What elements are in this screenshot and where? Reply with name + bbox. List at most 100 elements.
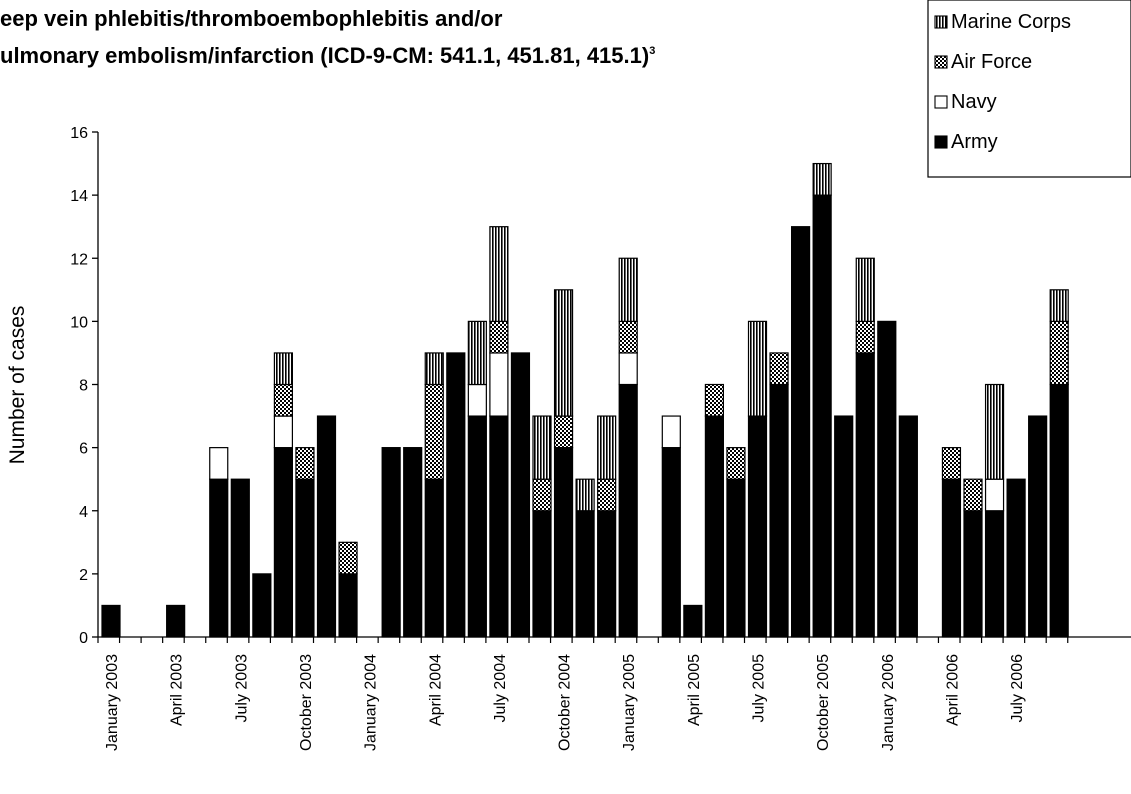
bar-segment-army-2003-04 (166, 604, 186, 638)
bar-segment-air-force-2004-07 (489, 320, 509, 354)
x-tick-label: July 2004 (492, 654, 509, 723)
bar-segment-army-2005-12 (855, 352, 875, 638)
bar-segment-air-force-2005-12 (855, 320, 875, 354)
bar-segment-army-2003-07 (230, 478, 250, 638)
bar-segment-army-2003-11 (316, 415, 337, 638)
x-tick-label: January 2006 (880, 654, 897, 751)
x-tick-label: April 2005 (686, 654, 703, 726)
bar-segment-air-force-2006-05 (963, 478, 983, 512)
y-tick-label: 0 (79, 630, 88, 647)
bar-segment-army-2004-09 (532, 510, 552, 638)
bar-segment-marine-corps-2004-10 (553, 289, 574, 417)
bar-segment-army-2005-11 (834, 415, 854, 638)
bar-segment-air-force-2004-12 (597, 478, 617, 512)
bar-segment-army-2003-08 (252, 573, 272, 638)
y-tick-label: 6 (79, 441, 88, 458)
bar-segment-marine-corps-2004-09 (532, 415, 552, 480)
chart-title: eep vein phlebitis/thromboembophlebitis … (0, 2, 900, 72)
legend-label-air-force: Air Force (951, 51, 1032, 73)
bar-segment-army-2006-06 (984, 510, 1005, 638)
bar-segment-air-force-2004-09 (532, 478, 552, 512)
x-tick-label: October 2005 (815, 654, 832, 751)
bar-segment-army-2004-04 (424, 478, 444, 638)
y-tick-label: 4 (79, 504, 88, 521)
chart-title-superscript: 3 (649, 45, 656, 57)
bar-segment-marine-corps-2005-07 (747, 320, 768, 417)
bar-segment-army-2006-08 (1028, 415, 1048, 638)
x-tick-label: April 2006 (945, 654, 962, 726)
chart-title-line-2: ulmonary embolism/infarction (ICD-9-CM: … (0, 35, 900, 72)
y-tick-label: 14 (70, 188, 88, 205)
bar-segment-air-force-2004-04 (424, 383, 444, 480)
bar-segment-marine-corps-2005-01 (618, 257, 638, 322)
x-tick-label: July 2006 (1009, 654, 1026, 723)
x-tick-label: July 2003 (233, 654, 250, 723)
bar-segment-marine-corps-2004-04 (424, 352, 444, 386)
bar-segment-army-2003-01 (101, 604, 121, 638)
y-tick-label: 12 (70, 251, 88, 268)
bar-segment-army-2006-01 (877, 320, 897, 638)
bar-segment-navy-2006-06 (984, 478, 1005, 512)
bar-segment-army-2004-11 (575, 510, 595, 638)
bar-segment-army-2004-10 (553, 447, 574, 638)
bar-segment-army-2004-07 (489, 415, 509, 638)
bar-segment-army-2004-03 (403, 447, 423, 638)
bar-segment-army-2005-08 (769, 383, 789, 638)
legend-swatch-air-force (934, 55, 948, 69)
x-tick-label: October 2003 (298, 654, 315, 751)
legend-label-marine-corps: Marine Corps (951, 11, 1071, 33)
bar-segment-air-force-2003-10 (295, 447, 315, 480)
legend-swatch-army (934, 135, 948, 149)
bar-segment-marine-corps-2004-11 (575, 478, 595, 512)
y-tick-label: 8 (79, 378, 88, 395)
bar-segment-army-2005-10 (812, 194, 832, 638)
bar-segment-army-2003-09 (273, 447, 293, 638)
y-tick-label: 10 (70, 314, 88, 331)
bar-segment-army-2005-01 (618, 383, 638, 638)
bar-segment-air-force-2003-12 (338, 541, 358, 575)
bar-segment-marine-corps-2003-09 (273, 352, 293, 386)
plot-area (101, 162, 1069, 638)
x-tick-label: October 2004 (557, 654, 574, 751)
bar-segment-army-2003-12 (338, 573, 358, 638)
bar-segment-army-2004-08 (510, 352, 531, 638)
bar-segment-navy-2005-03 (661, 415, 681, 449)
bar-segment-army-2006-07 (1006, 478, 1026, 638)
bar-segment-air-force-2005-08 (769, 352, 789, 386)
legend-label-navy: Navy (951, 91, 997, 113)
bar-segment-air-force-2005-05 (704, 383, 725, 417)
x-tick-label: January 2004 (363, 654, 380, 751)
bar-segment-air-force-2006-04 (941, 447, 962, 480)
bar-segment-army-2005-09 (790, 226, 811, 638)
bar-segment-army-2004-12 (597, 510, 617, 638)
bar-segment-army-2006-05 (963, 510, 983, 638)
bar-segment-army-2006-04 (941, 478, 962, 638)
bar-segment-air-force-2005-01 (618, 320, 638, 354)
bar-segment-air-force-2003-09 (273, 383, 293, 417)
bar-segment-air-force-2004-10 (553, 415, 574, 449)
bar-segment-army-2005-07 (747, 415, 768, 638)
bar-segment-army-2003-10 (295, 478, 315, 638)
bar-segment-marine-corps-2005-10 (812, 162, 832, 196)
bar-segment-navy-2005-01 (618, 352, 638, 386)
bar-segment-navy-2003-06 (209, 447, 229, 480)
bar-segment-marine-corps-2004-06 (467, 320, 487, 386)
bar-segment-army-2004-06 (467, 415, 487, 638)
bar-segment-army-2004-02 (381, 447, 401, 638)
x-tick-label: April 2003 (169, 654, 186, 726)
bar-segment-navy-2004-07 (489, 352, 509, 417)
bar-segment-army-2006-09 (1049, 383, 1069, 638)
bar-segment-army-2005-05 (704, 415, 725, 638)
bar-segment-marine-corps-2004-07 (489, 226, 509, 322)
bar-segment-army-2006-02 (898, 415, 918, 638)
y-tick-label: 16 (70, 125, 88, 142)
y-tick-label: 2 (79, 567, 88, 584)
bar-segment-army-2005-04 (683, 604, 703, 638)
legend-swatch-navy (934, 95, 948, 109)
bar-segment-army-2004-05 (446, 352, 466, 638)
x-tick-label: April 2004 (427, 654, 444, 726)
bar-segment-marine-corps-2005-12 (855, 257, 875, 322)
bar-segment-marine-corps-2006-09 (1049, 289, 1069, 322)
bar-segment-army-2003-06 (209, 478, 229, 638)
axes: 0 2 4 6 8 10 12 14 16 January 2003 April 2003 July … (70, 125, 1131, 751)
